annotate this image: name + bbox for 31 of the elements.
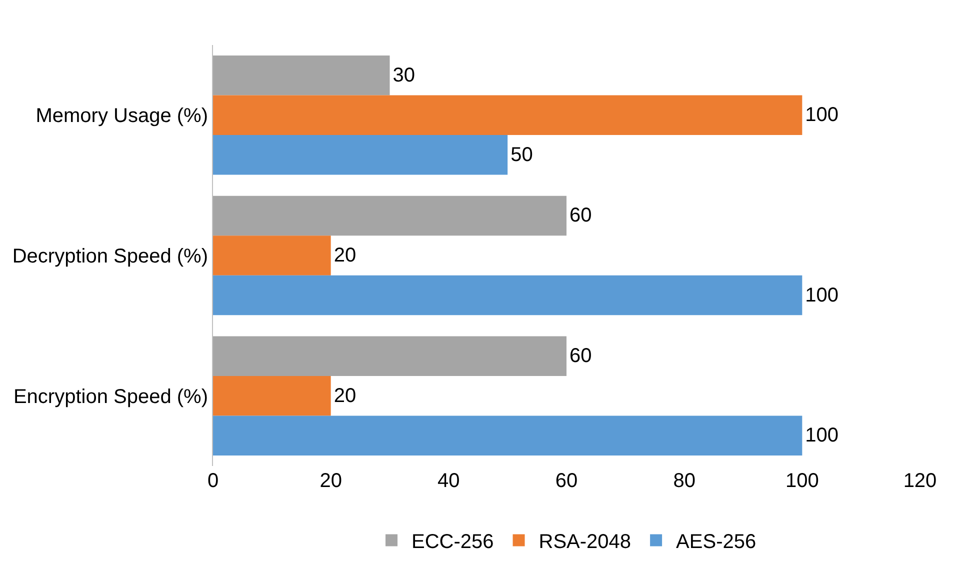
y-tick-label: Encryption Speed (%) [13,386,208,408]
bar [213,416,802,456]
x-tick-label: 0 [207,470,219,492]
data-label: 50 [510,144,533,166]
y-tick-label: Decryption Speed (%) [12,246,208,268]
bar [213,135,508,175]
x-tick-label: 80 [673,470,696,492]
bar [213,196,566,236]
data-label: 100 [805,284,839,306]
bar [213,376,331,416]
y-tick-label: Memory Usage (%) [36,105,208,128]
data-label: 20 [334,384,356,407]
data-label: 60 [570,204,592,227]
data-label: 100 [805,424,839,447]
data-label: 30 [392,64,415,86]
bar [213,336,566,376]
x-tick-label: 40 [438,470,460,492]
legend-label: ECC-256 [412,531,494,554]
bar [213,275,802,316]
data-label: 100 [805,104,839,126]
legend-label: RSA-2048 [538,531,632,554]
x-tick-label: 120 [903,470,937,492]
x-tick-label: 20 [320,470,342,492]
x-tick-label: 60 [555,470,578,492]
data-label: 60 [570,345,592,368]
bar [213,56,390,96]
bar [213,236,331,276]
x-tick-label: 100 [785,470,819,492]
legend-label: AES-256 [676,531,756,554]
bar [213,95,802,136]
data-label: 20 [334,244,356,266]
